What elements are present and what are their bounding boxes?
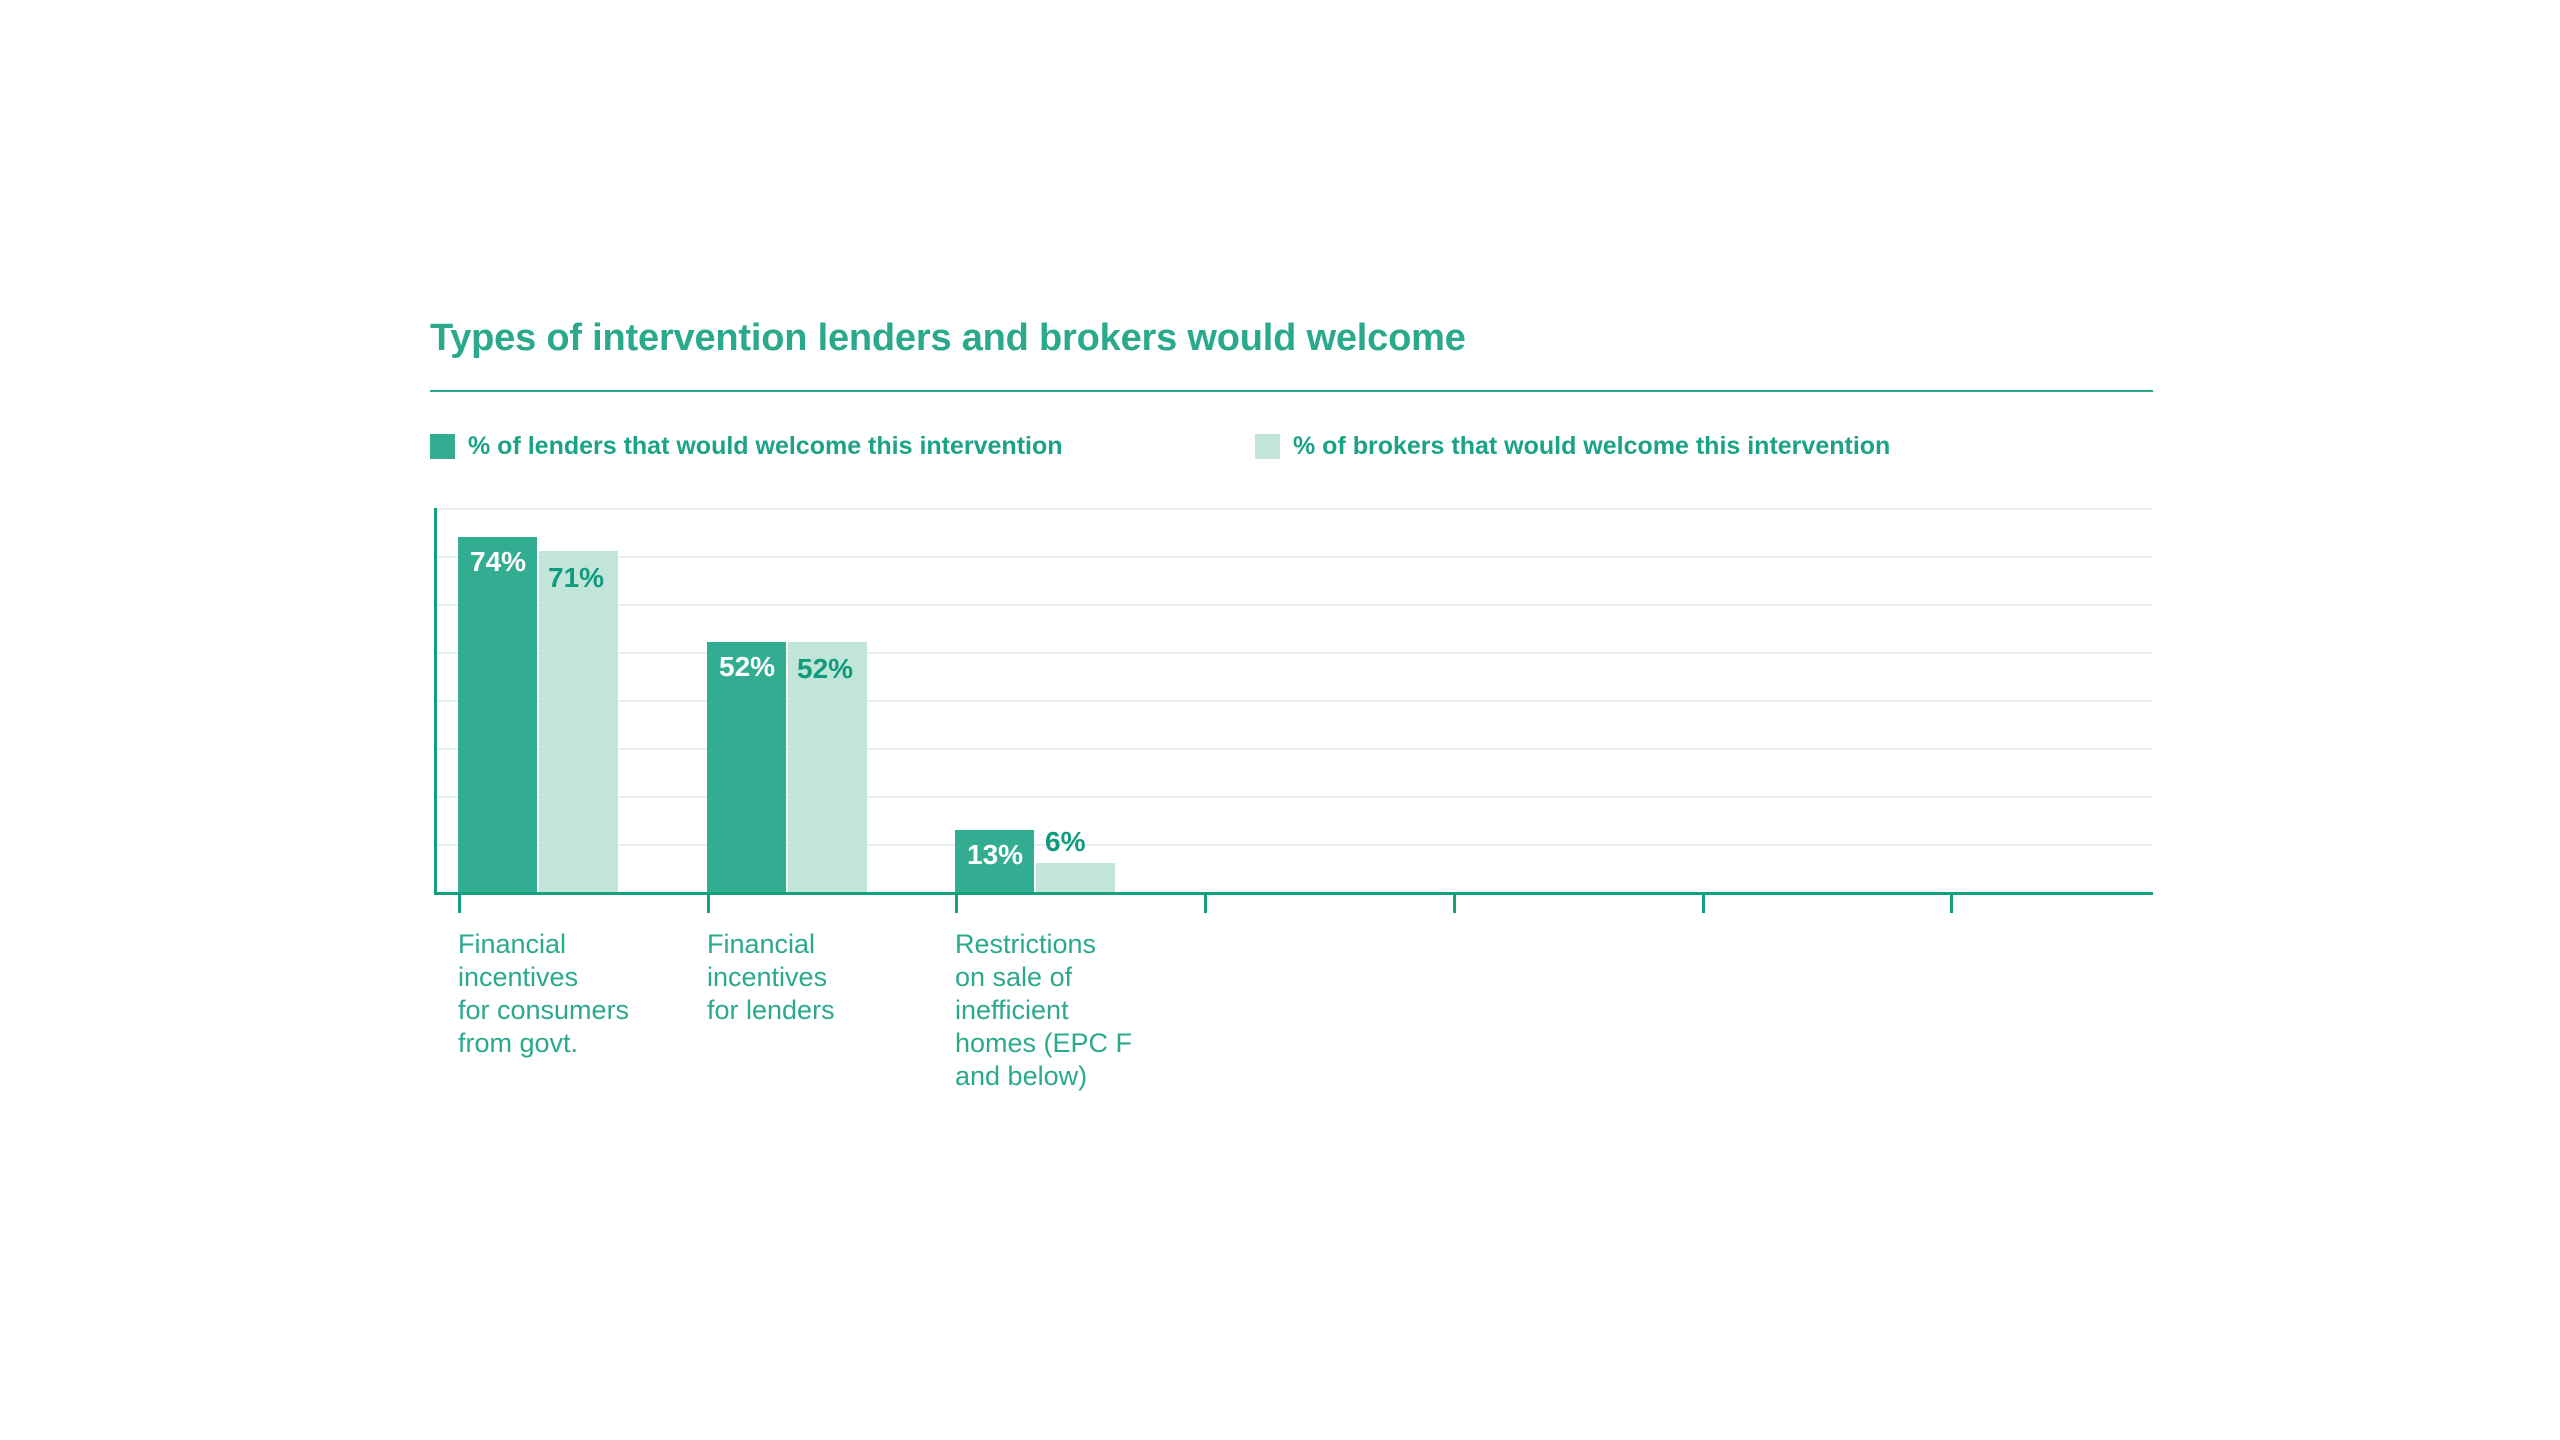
bar-lenders-3 [955, 830, 1034, 892]
x-axis-tick-2 [707, 895, 710, 913]
category-label-line: incentives [458, 962, 579, 992]
legend-swatch-brokers [1255, 434, 1280, 459]
bar-label-brokers-2: 52% [797, 653, 854, 684]
legend-item-brokers: % of brokers that would welcome this int… [1255, 432, 1890, 461]
gridline-70pct [434, 556, 2153, 558]
category-label-line: homes (EPC F [955, 1028, 1133, 1058]
x-axis-tick-3 [955, 895, 958, 913]
bar-label-lenders-2: 52% [719, 651, 776, 682]
gridline-30pct [434, 748, 2153, 750]
gridline-50pct [434, 652, 2153, 654]
gridline-80pct [434, 508, 2153, 510]
bar-lenders-1 [458, 537, 537, 892]
plot-area: 74% 71% 52% 52% 13% 6% [434, 508, 2153, 913]
x-axis-line [434, 892, 2153, 895]
category-label-line: from govt. [458, 1028, 579, 1058]
bar-brokers-1 [539, 551, 618, 892]
gridline-10pct [434, 844, 2153, 846]
x-axis-tick-4 [1204, 895, 1207, 913]
bar-label-brokers-1: 71% [548, 562, 605, 593]
title-divider [430, 390, 2153, 392]
legend-swatch-lenders [430, 434, 455, 459]
bar-brokers-2 [788, 642, 867, 892]
gridline-40pct [434, 700, 2153, 702]
category-label-1: Financial incentives for consumers from gov… [458, 928, 658, 1060]
chart-title: Types of intervention lenders and broker… [430, 317, 1466, 359]
x-axis-tick-6 [1702, 895, 1705, 913]
gridline-60pct [434, 604, 2153, 606]
bar-lenders-2 [707, 642, 786, 892]
bar-label-brokers-3: 6% [1045, 826, 1086, 857]
category-label-line: for consumers [458, 995, 630, 1025]
bar-label-lenders-3: 13% [967, 839, 1024, 870]
category-label-line: incentives [707, 962, 828, 992]
category-label-line: inefficient [955, 995, 1069, 1025]
category-label-2: Financial incentives for lenders [707, 928, 907, 1027]
gridline-20pct [434, 796, 2153, 798]
bar-label-lenders-1: 74% [470, 546, 527, 577]
legend-label-lenders: % of lenders that would welcome this int… [468, 432, 1063, 460]
bar-brokers-3 [1036, 863, 1115, 892]
x-axis-tick-7 [1950, 895, 1953, 913]
legend-label-brokers: % of brokers that would welcome this int… [1293, 432, 1891, 460]
x-axis-tick-5 [1453, 895, 1456, 913]
category-label-line: for lenders [707, 995, 835, 1025]
legend-item-lenders: % of lenders that would welcome this int… [430, 432, 1063, 461]
category-label-line: on sale of [955, 962, 1073, 992]
category-label-line: Financial [707, 929, 816, 959]
category-label-3: Restrictions on sale of inefficient homes (… [955, 928, 1155, 1093]
category-label-line: Financial [458, 929, 567, 959]
y-axis-line [434, 508, 437, 895]
x-axis-tick-1 [458, 895, 461, 913]
category-label-line: and below) [955, 1061, 1088, 1091]
category-label-line: Restrictions [955, 929, 1097, 959]
